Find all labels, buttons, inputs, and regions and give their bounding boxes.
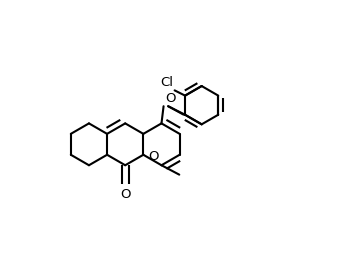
Text: O: O [165,92,175,105]
Text: Cl: Cl [160,76,173,89]
Text: O: O [148,150,159,163]
Text: O: O [120,188,131,200]
